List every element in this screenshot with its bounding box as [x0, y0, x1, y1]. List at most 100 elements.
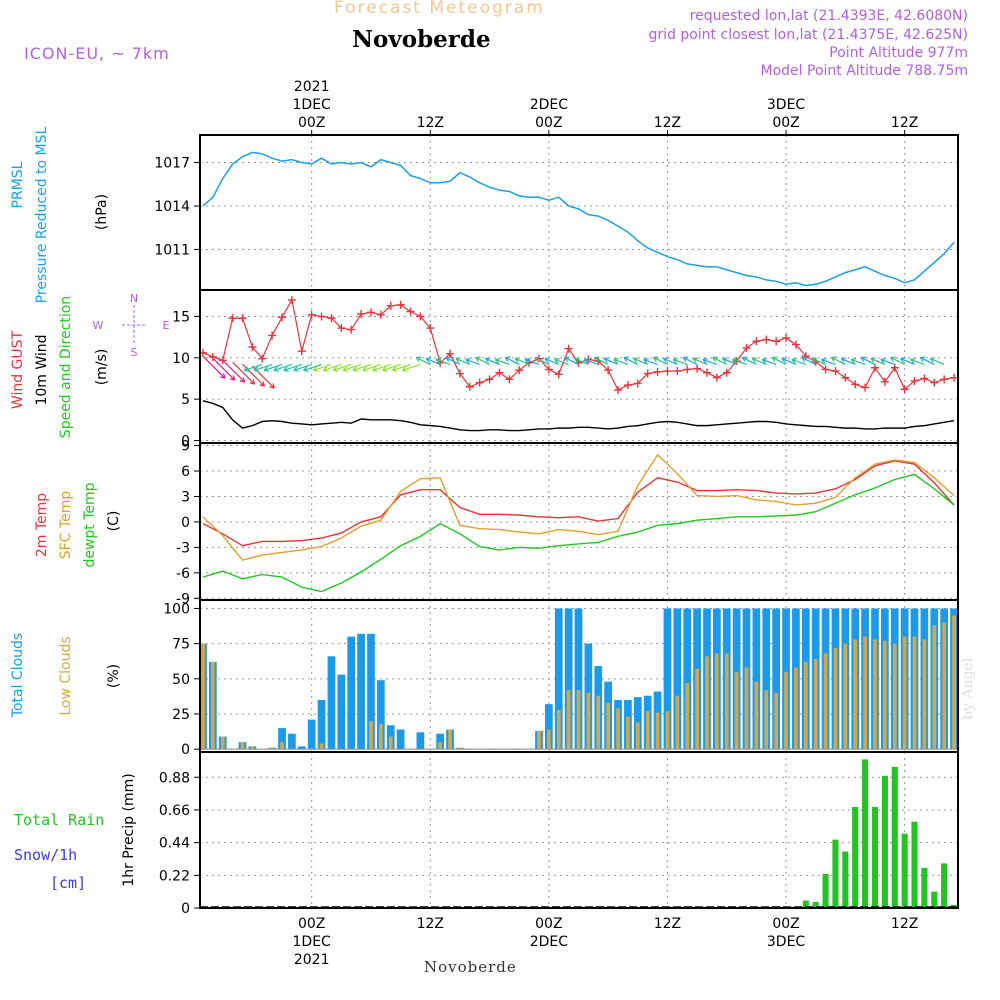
- gust-marker: [446, 349, 455, 358]
- gust-marker: [386, 301, 395, 310]
- total-clouds-bar: [347, 636, 356, 750]
- wind-direction-arrow: [273, 363, 293, 372]
- wind-direction-arrow: [900, 357, 915, 365]
- gust-marker: [604, 366, 613, 375]
- low-clouds-bar: [458, 747, 462, 750]
- gust-marker: [307, 310, 316, 319]
- wind-direction-arrow: [682, 356, 698, 365]
- gust-marker: [495, 368, 504, 377]
- series-line-gust: [202, 298, 955, 391]
- y-tick-label: 50: [172, 672, 190, 688]
- wind-direction-arrow: [603, 357, 619, 365]
- gust-marker: [693, 364, 702, 373]
- label-2m-temp: 2m Temp: [34, 493, 50, 557]
- wind-direction-arrow: [212, 357, 236, 381]
- wind-direction-arrow: [514, 357, 530, 365]
- gust-marker: [268, 331, 277, 340]
- total-clouds-bar: [337, 674, 346, 750]
- wind-direction-arrow: [544, 357, 559, 365]
- low-clouds-bar: [902, 636, 907, 750]
- wind-direction-arrow: [712, 356, 728, 365]
- low-clouds-bar: [803, 661, 808, 750]
- gust-marker: [554, 370, 563, 379]
- footer-station: Novoberde: [424, 958, 517, 976]
- y-tick-label: 75: [172, 637, 190, 653]
- low-clouds-bar: [576, 690, 581, 750]
- top-time-label: 12Z: [417, 115, 444, 131]
- gust-marker: [208, 352, 217, 361]
- rain-bar: [931, 891, 938, 908]
- wind-direction-arrow: [312, 363, 332, 372]
- wind-direction-arrow: [564, 356, 579, 365]
- wind-direction-arrow: [401, 363, 421, 372]
- low-clouds-bar: [280, 742, 284, 750]
- low-clouds-bar: [537, 730, 541, 750]
- gust-marker: [248, 343, 257, 352]
- wind-direction-arrow: [475, 356, 490, 365]
- label-speed-direction: Speed and Direction: [58, 296, 74, 438]
- low-clouds-bar: [942, 622, 947, 750]
- panel-1: 0 5 10 15: [172, 290, 959, 450]
- gust-marker: [890, 363, 899, 372]
- gust-marker: [900, 385, 909, 394]
- low-clouds-bar: [715, 653, 719, 750]
- wind-direction-arrow: [732, 358, 747, 365]
- total-clouds-bar: [297, 746, 306, 750]
- rain-bar: [812, 902, 819, 908]
- compass-w: W: [93, 319, 104, 332]
- wind-direction-arrow: [465, 358, 480, 365]
- wind-direction-arrow: [445, 356, 461, 365]
- wind-direction-arrow: [801, 356, 816, 365]
- rain-bar: [832, 839, 839, 908]
- wind-direction-arrow: [791, 358, 807, 365]
- gust-marker: [357, 309, 366, 318]
- gust-marker: [347, 325, 356, 334]
- y-tick-label: 0.22: [159, 868, 190, 884]
- gust-marker: [465, 382, 474, 391]
- y-tick-label: 3: [181, 489, 190, 505]
- label-cm: [cm]: [50, 874, 86, 892]
- gust-marker: [920, 374, 929, 383]
- gust-marker: [762, 335, 771, 344]
- total-clouds-bar: [307, 719, 316, 750]
- low-clouds-bar: [566, 690, 571, 750]
- low-clouds-bar: [596, 695, 601, 750]
- low-clouds-bar: [883, 640, 887, 750]
- gust-marker: [455, 369, 464, 378]
- series-line-2m-temp: [202, 460, 955, 547]
- gust-marker: [544, 365, 553, 374]
- wind-direction-arrow: [840, 357, 856, 365]
- gust-marker: [327, 314, 336, 323]
- wind-direction-arrow: [303, 363, 322, 372]
- gust-marker: [782, 333, 791, 342]
- wind-direction-arrow: [362, 363, 382, 372]
- gust-marker: [278, 313, 287, 322]
- bottom-time-label: 12Z: [654, 916, 681, 932]
- wind-direction-arrow: [890, 356, 905, 365]
- low-clouds-bar: [744, 667, 749, 750]
- y-tick-label: 1011: [154, 242, 190, 258]
- low-clouds-bar: [210, 661, 215, 750]
- wind-direction-arrow: [392, 363, 411, 372]
- low-clouds-bar: [369, 721, 373, 750]
- product-title: Forecast Meteogram: [334, 0, 545, 18]
- gust-marker: [228, 314, 237, 323]
- panel-frame-0: [199, 134, 959, 291]
- model-altitude: Model Point Altitude 788.75m: [760, 63, 968, 79]
- total-clouds-bar: [317, 699, 326, 750]
- point-altitude: Point Altitude 977m: [829, 45, 968, 61]
- y-tick-label: 6: [181, 464, 190, 480]
- label-percent: (%): [106, 664, 122, 688]
- total-clouds-bar: [752, 608, 761, 750]
- wind-direction-arrow: [652, 356, 668, 365]
- gust-marker: [663, 367, 672, 376]
- gust-marker: [910, 376, 919, 385]
- y-tick-label: 0: [181, 434, 190, 450]
- total-clouds-bar: [663, 608, 672, 750]
- wind-direction-arrow: [593, 356, 609, 365]
- y-tick-label: 25: [172, 707, 190, 723]
- wind-direction-arrow: [672, 358, 688, 365]
- gust-marker: [426, 324, 435, 333]
- low-clouds-bar: [932, 625, 937, 750]
- compass-n: N: [130, 292, 138, 305]
